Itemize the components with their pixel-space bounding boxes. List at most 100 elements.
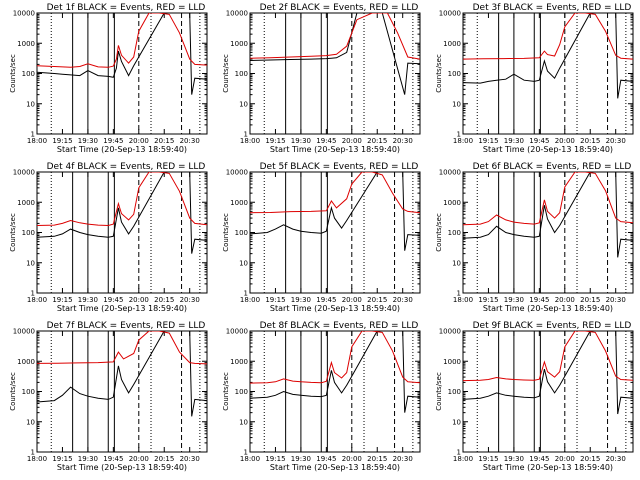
y-tick-label: 10000 <box>439 10 461 18</box>
y-axis-label: Counts/sec <box>435 54 443 93</box>
y-tick-label: 100 <box>22 229 35 237</box>
x-tick-label: 20:00 <box>129 296 149 304</box>
y-tick-label: 1 <box>244 449 248 457</box>
x-tick-label: 19:45 <box>316 455 336 463</box>
y-tick-label: 1 <box>244 131 248 139</box>
y-tick-label: 1 <box>457 449 461 457</box>
series-line-events <box>463 172 633 258</box>
x-tick-label: 19:15 <box>478 137 498 145</box>
series-group <box>463 13 633 99</box>
x-tick-label: 19:45 <box>529 455 549 463</box>
y-axis-label: Counts/sec <box>222 54 230 93</box>
x-tick-label: 19:15 <box>52 137 72 145</box>
y-axis-label: Counts/sec <box>9 372 17 411</box>
x-tick-label: 19:30 <box>78 455 98 463</box>
chart-panel-3: Det 3f BLACK = Events, RED = LLD 1 10 100 10… <box>435 3 634 154</box>
x-tick-label: 20:30 <box>393 455 413 463</box>
x-tick-label: 20:00 <box>129 455 149 463</box>
y-axis-label: Counts/sec <box>9 213 17 252</box>
chart-title: Det 3f BLACK = Events, RED = LLD <box>473 3 632 13</box>
x-tick-label: 20:00 <box>555 296 575 304</box>
y-tick-label: 10000 <box>439 169 461 177</box>
time-markers <box>476 172 627 293</box>
series-line-lld <box>250 331 420 384</box>
x-tick-label: 19:45 <box>103 137 123 145</box>
x-tick-label: 19:45 <box>316 296 336 304</box>
y-tick-label: 1000 <box>230 40 248 48</box>
x-tick-label: 19:15 <box>265 137 285 145</box>
y-tick-label: 100 <box>22 70 35 78</box>
chart-panel-8: Det 8f BLACK = Events, RED = LLD 1 10 100 10… <box>222 321 421 472</box>
y-tick-label: 10 <box>239 100 248 108</box>
y-tick-label: 100 <box>448 229 461 237</box>
y-tick-label: 1 <box>457 290 461 298</box>
time-markers <box>50 13 201 134</box>
y-tick-label: 10 <box>26 259 35 267</box>
x-tick-label: 19:30 <box>78 137 98 145</box>
x-axis-label: Start Time (20-Sep-13 18:59:40) <box>270 304 400 313</box>
x-tick-label: 19:30 <box>291 296 311 304</box>
x-tick-label: 20:30 <box>606 137 626 145</box>
series-group <box>463 172 633 258</box>
x-axis-label: Start Time (20-Sep-13 18:59:40) <box>57 145 187 154</box>
x-tick-label: 19:30 <box>504 455 524 463</box>
y-tick-label: 1 <box>31 131 35 139</box>
series-line-events <box>250 172 420 251</box>
x-tick-label: 20:00 <box>342 137 362 145</box>
series-line-events <box>37 331 207 417</box>
x-tick-label: 18:00 <box>27 296 47 304</box>
y-tick-label: 10000 <box>226 169 248 177</box>
chart-panel-2: Det 2f BLACK = Events, RED = LLD 1 10 100 10… <box>222 3 421 154</box>
series-line-lld <box>37 331 207 365</box>
x-tick-label: 20:30 <box>393 296 413 304</box>
y-tick-label: 1000 <box>443 358 461 366</box>
series-line-lld <box>463 172 633 226</box>
x-tick-label: 18:00 <box>453 455 473 463</box>
x-tick-label: 20:15 <box>154 296 174 304</box>
series-group <box>37 172 207 254</box>
chart-panel-6: Det 6f BLACK = Events, RED = LLD 1 10 100 10… <box>435 162 634 313</box>
y-axis-label: Counts/sec <box>435 372 443 411</box>
chart-title: Det 4f BLACK = Events, RED = LLD <box>47 162 206 172</box>
x-tick-label: 20:00 <box>342 296 362 304</box>
chart-panel-5: Det 5f BLACK = Events, RED = LLD 1 10 100 10… <box>222 162 421 313</box>
x-tick-label: 19:15 <box>52 296 72 304</box>
x-tick-label: 19:30 <box>78 296 98 304</box>
time-markers <box>50 331 201 452</box>
x-tick-label: 18:00 <box>240 296 260 304</box>
time-markers <box>50 172 201 293</box>
y-tick-label: 10000 <box>13 328 35 336</box>
y-tick-label: 1 <box>244 290 248 298</box>
chart-panel-4: Det 4f BLACK = Events, RED = LLD 1 10 100 10… <box>9 162 208 313</box>
y-axis-label: Counts/sec <box>435 213 443 252</box>
series-group <box>463 331 633 415</box>
y-tick-label: 10000 <box>226 328 248 336</box>
x-axis-label: Start Time (20-Sep-13 18:59:40) <box>483 145 613 154</box>
y-tick-label: 1000 <box>17 199 35 207</box>
y-tick-label: 1 <box>31 290 35 298</box>
y-tick-label: 1 <box>31 449 35 457</box>
y-tick-label: 100 <box>235 229 248 237</box>
x-axis-label: Start Time (20-Sep-13 18:59:40) <box>483 463 613 472</box>
series-line-events <box>37 13 207 95</box>
time-markers <box>263 13 414 134</box>
x-tick-label: 18:00 <box>453 296 473 304</box>
x-tick-label: 19:15 <box>52 455 72 463</box>
y-tick-label: 10 <box>452 418 461 426</box>
chart-title: Det 9f BLACK = Events, RED = LLD <box>473 321 632 331</box>
y-tick-label: 1000 <box>230 358 248 366</box>
y-tick-label: 10 <box>239 259 248 267</box>
series-group <box>37 331 207 417</box>
series-group <box>37 13 207 95</box>
y-axis-label: Counts/sec <box>222 372 230 411</box>
y-tick-label: 100 <box>22 388 35 396</box>
x-tick-label: 19:30 <box>291 455 311 463</box>
x-tick-label: 20:15 <box>367 137 387 145</box>
y-tick-label: 10 <box>452 100 461 108</box>
x-tick-label: 20:15 <box>154 137 174 145</box>
series-line-events <box>250 331 420 413</box>
y-tick-label: 100 <box>448 70 461 78</box>
y-tick-label: 10000 <box>226 10 248 18</box>
x-tick-label: 19:15 <box>265 455 285 463</box>
